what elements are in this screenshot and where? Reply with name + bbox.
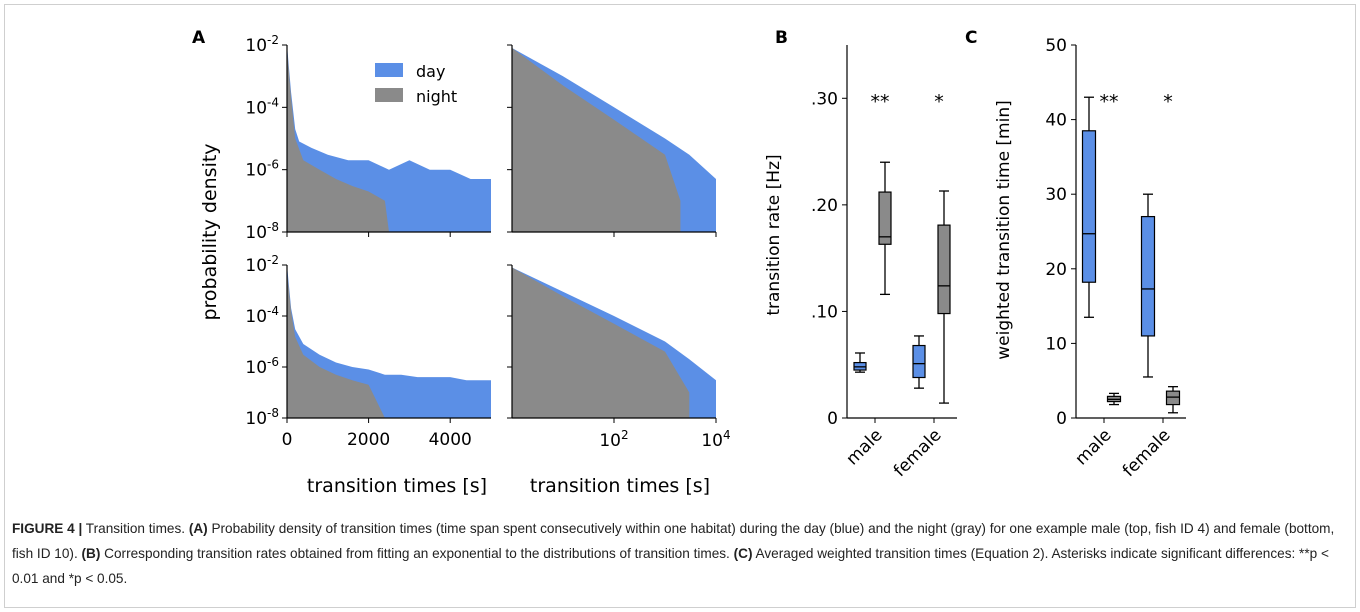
ytick-label-A-top-left: 10-6	[245, 158, 279, 181]
ytick-label-B: 0	[827, 409, 838, 429]
ytick-label-A-top-left: 10-4	[245, 95, 279, 118]
panel-label-c: C	[965, 28, 977, 48]
ytick-label-A-bottom-left: 10-8	[245, 406, 279, 429]
caption-b-label: (B)	[81, 546, 101, 561]
area-night-A-bottom-right	[512, 267, 690, 418]
panel-label-b: B	[775, 28, 788, 48]
box-day-female	[912, 344, 926, 379]
caption-c-label: (C)	[733, 546, 753, 561]
category-label-male: male	[1072, 425, 1116, 469]
panel-a-xlabel-right: transition times [s]	[530, 475, 710, 497]
ytick-label-B: .30	[811, 89, 838, 109]
ytick-label-C: 50	[1045, 36, 1067, 56]
box-night-male	[878, 191, 892, 245]
box-day-male	[1081, 130, 1097, 283]
ytick-label-C: 40	[1045, 111, 1067, 131]
xtick-label-A-bottom-right: 104	[701, 428, 730, 451]
caption-title: Transition times.	[82, 521, 189, 536]
figure-canvas: A B C probability density 10-2 10-4 10-6 10…	[192, 28, 1186, 497]
ytick-label-A-bottom-left: 10-2	[245, 253, 279, 276]
significance-marker-male: **	[1100, 91, 1119, 113]
legend: day night	[375, 62, 457, 106]
area-night-A-top-left	[287, 48, 389, 232]
panel-a-xlabel-left: transition times [s]	[307, 475, 487, 497]
xtick-label-A-bottom-right: 102	[599, 428, 628, 451]
significance-marker-female: *	[934, 91, 944, 113]
panel-label-a: A	[192, 28, 206, 48]
box-night-female	[1165, 390, 1181, 406]
ytick-label-C: 30	[1045, 185, 1067, 205]
ytick-label-C: 0	[1056, 409, 1067, 429]
ytick-label-C: 10	[1045, 334, 1067, 354]
box-night-female	[937, 224, 951, 315]
ytick-label-A-top-left: 10-8	[245, 220, 279, 243]
caption-prefix: FIGURE 4 |	[12, 521, 83, 536]
significance-marker-male: **	[871, 91, 890, 113]
ytick-label-B: .10	[811, 302, 838, 322]
category-label-male: male	[843, 425, 887, 469]
caption-c-text: Averaged weighted transition times (Equa…	[12, 546, 1329, 586]
legend-night-label: night	[416, 87, 457, 106]
xtick-label-A-bottom-left: 0	[282, 430, 293, 450]
figure-caption: FIGURE 4 | Transition times. (A) Probabi…	[12, 516, 1347, 591]
category-label-female: female	[890, 425, 946, 481]
ytick-label-A-bottom-left: 10-6	[245, 355, 279, 378]
caption-a-label: (A)	[188, 521, 208, 536]
legend-day-swatch	[375, 63, 403, 77]
ytick-label-A-bottom-left: 10-4	[245, 304, 279, 327]
area-night-A-bottom-left	[287, 270, 385, 418]
significance-marker-female: *	[1163, 91, 1173, 113]
legend-night-swatch	[375, 88, 403, 102]
panel-b-ylabel: transition rate [Hz]	[764, 154, 784, 315]
ytick-label-B: .20	[811, 196, 838, 216]
ytick-label-C: 20	[1045, 260, 1067, 280]
category-label-female: female	[1119, 425, 1175, 481]
xtick-label-A-bottom-left: 2000	[347, 430, 390, 450]
xtick-label-A-bottom-left: 4000	[429, 430, 472, 450]
ytick-label-A-top-left: 10-2	[245, 33, 279, 56]
caption-b-text: Corresponding transition rates obtained …	[100, 546, 734, 561]
legend-day-label: day	[416, 62, 445, 81]
figure-frame	[4, 4, 1356, 608]
panel-c-ylabel: weighted transition time [min]	[994, 100, 1014, 360]
box-day-female	[1140, 215, 1156, 337]
caption-a-text: Probability density of transition times …	[12, 521, 1335, 561]
area-night-A-top-right	[512, 48, 681, 232]
panel-a-ylabel: probability density	[199, 143, 221, 320]
